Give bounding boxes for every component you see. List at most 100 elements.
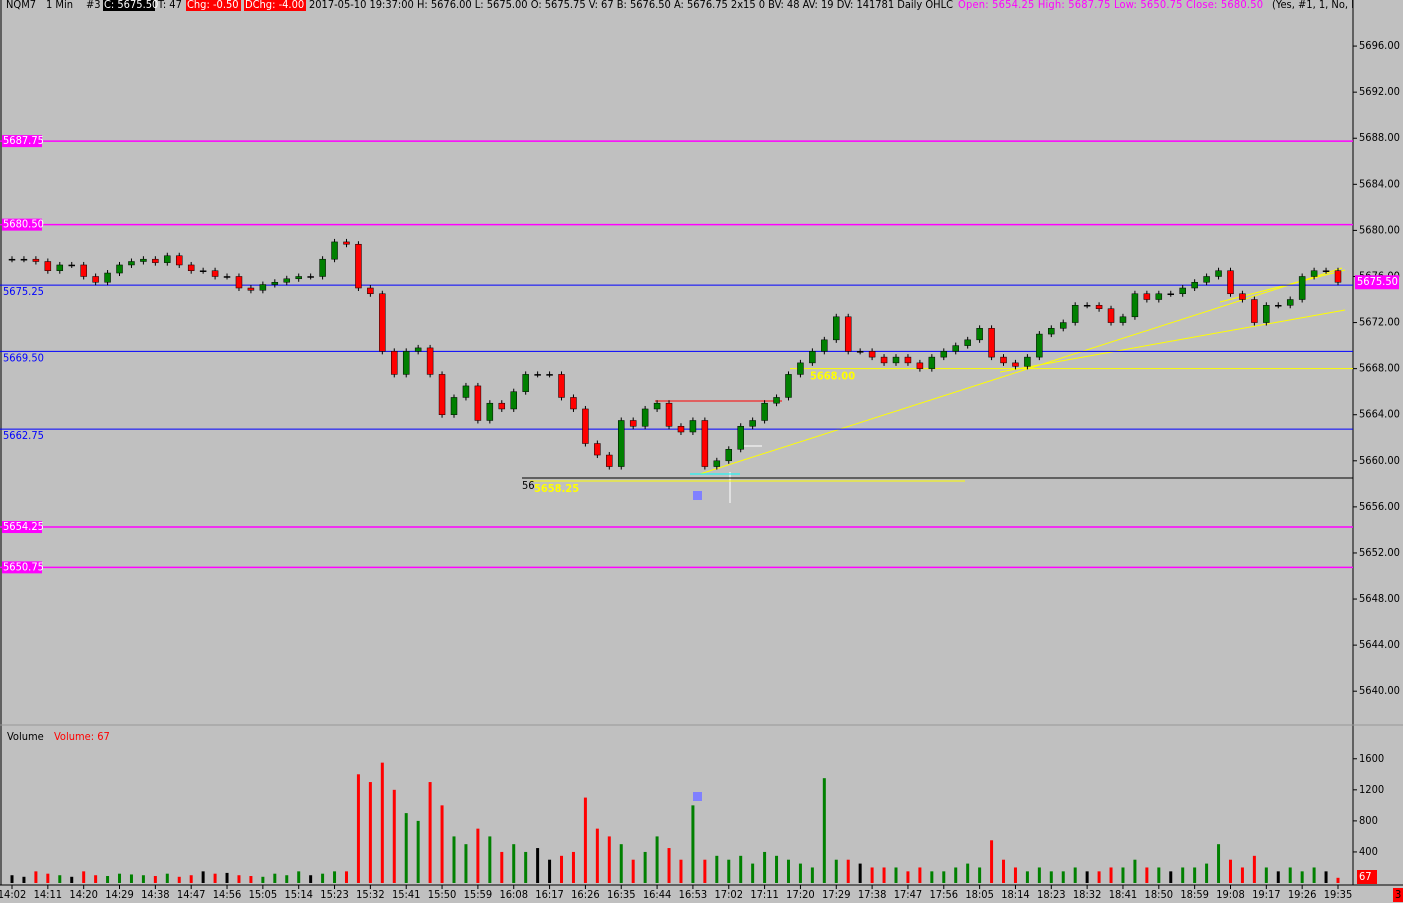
x-tick-label: 15:05 (249, 888, 278, 901)
candle (1298, 276, 1306, 300)
candle (379, 293, 386, 352)
volume-bar (691, 805, 695, 883)
volume-bar (1002, 859, 1006, 883)
candle (868, 351, 876, 358)
candle (295, 276, 302, 280)
y-tick-label: 5656.00 (1359, 500, 1400, 513)
level-label: 5675.25 (3, 285, 44, 298)
volume-tick-label: 1200 (1359, 783, 1384, 796)
candle (1000, 356, 1007, 364)
volume-bar (213, 873, 217, 883)
volume-bar (763, 851, 767, 883)
candle (1227, 270, 1234, 295)
x-tick-label: 15:14 (284, 888, 313, 901)
close: C: 5675.50 (104, 0, 158, 11)
x-tick-label: 19:35 (1324, 888, 1353, 901)
volume-bar (966, 863, 970, 883)
candle (1251, 299, 1258, 323)
volume-bar (834, 859, 838, 883)
marker-text: 56 (522, 479, 535, 492)
candle (988, 328, 995, 358)
candle (283, 278, 291, 283)
candle (773, 397, 780, 404)
volume-bar (882, 867, 886, 883)
x-tick-label: 19:08 (1216, 888, 1245, 901)
x-tick-label: 14:38 (141, 888, 170, 901)
level-label: 5650.75 (3, 560, 44, 573)
volume-bar (942, 871, 946, 883)
candle (426, 347, 434, 375)
volume-bar (643, 851, 647, 883)
volume-bar (1217, 844, 1221, 883)
candle (582, 408, 589, 444)
x-tick-label: 15:59 (464, 888, 493, 901)
volume-bar (297, 871, 301, 883)
volume-bar (954, 867, 958, 883)
volume-bar (619, 844, 623, 883)
volume-bar (1037, 867, 1041, 883)
candle (1143, 293, 1151, 300)
volume-bar (321, 873, 325, 883)
volume-title: Volume (7, 730, 44, 743)
candle (617, 420, 625, 467)
candle (821, 339, 828, 352)
candle (1263, 305, 1270, 323)
candle (928, 356, 936, 369)
y-tick-label: 5696.00 (1359, 39, 1400, 52)
volume-bar (536, 848, 540, 883)
volume-bar (1085, 871, 1089, 883)
y-tick-label: 5672.00 (1359, 316, 1400, 329)
candle (1095, 305, 1103, 309)
level-label: 5687.75 (3, 134, 44, 147)
level-label: 5680.50 (3, 218, 44, 231)
x-tick-label: 18:32 (1073, 888, 1102, 901)
candle (725, 449, 733, 462)
volume-bar (189, 875, 193, 883)
volume-tick-label: 400 (1359, 845, 1378, 858)
volume-bar (249, 876, 253, 883)
volume-bar (118, 873, 122, 883)
candle (546, 374, 553, 376)
candle (1191, 281, 1198, 289)
candle (68, 264, 75, 267)
x-tick-label: 17:20 (786, 888, 815, 901)
volume-bar (906, 871, 910, 883)
volume-bar (786, 859, 790, 883)
volume-bar (607, 836, 611, 883)
candle (1036, 333, 1043, 358)
volume-bar (1169, 871, 1173, 883)
candle (880, 356, 888, 364)
symbol: NQM7 (6, 0, 36, 11)
volume-bar (1025, 871, 1029, 883)
candle (797, 362, 804, 375)
candle (391, 351, 398, 375)
ticks: T: 47 (157, 0, 182, 11)
y-tick-label: 5660.00 (1359, 454, 1400, 467)
volume-bar (225, 872, 229, 883)
volume-bar (237, 875, 241, 883)
volume-bar (679, 859, 683, 883)
candle (438, 374, 446, 415)
candle (1059, 322, 1067, 329)
candle (414, 347, 422, 352)
candle (558, 374, 565, 398)
volume-bar (333, 871, 337, 883)
candle (904, 356, 912, 364)
last-price-label: 5675.50 (1357, 275, 1398, 288)
candle (1048, 328, 1055, 335)
volume-bar (500, 851, 504, 883)
candle (116, 264, 123, 274)
y-tick-label: 5644.00 (1359, 638, 1400, 651)
volume-bar (404, 813, 408, 883)
daily-ohlc: Open: 5654.25 High: 5687.75 Low: 5650.75… (958, 0, 1263, 11)
volume-bar (476, 828, 480, 883)
volume-bar (631, 859, 635, 883)
volume-bar (106, 876, 110, 883)
candle (1286, 299, 1294, 306)
volume-bar (22, 876, 26, 883)
volume-last: 67 (1359, 870, 1372, 883)
candle (1275, 305, 1282, 307)
x-tick-label: 15:41 (392, 888, 421, 901)
volume-bar (141, 875, 145, 883)
